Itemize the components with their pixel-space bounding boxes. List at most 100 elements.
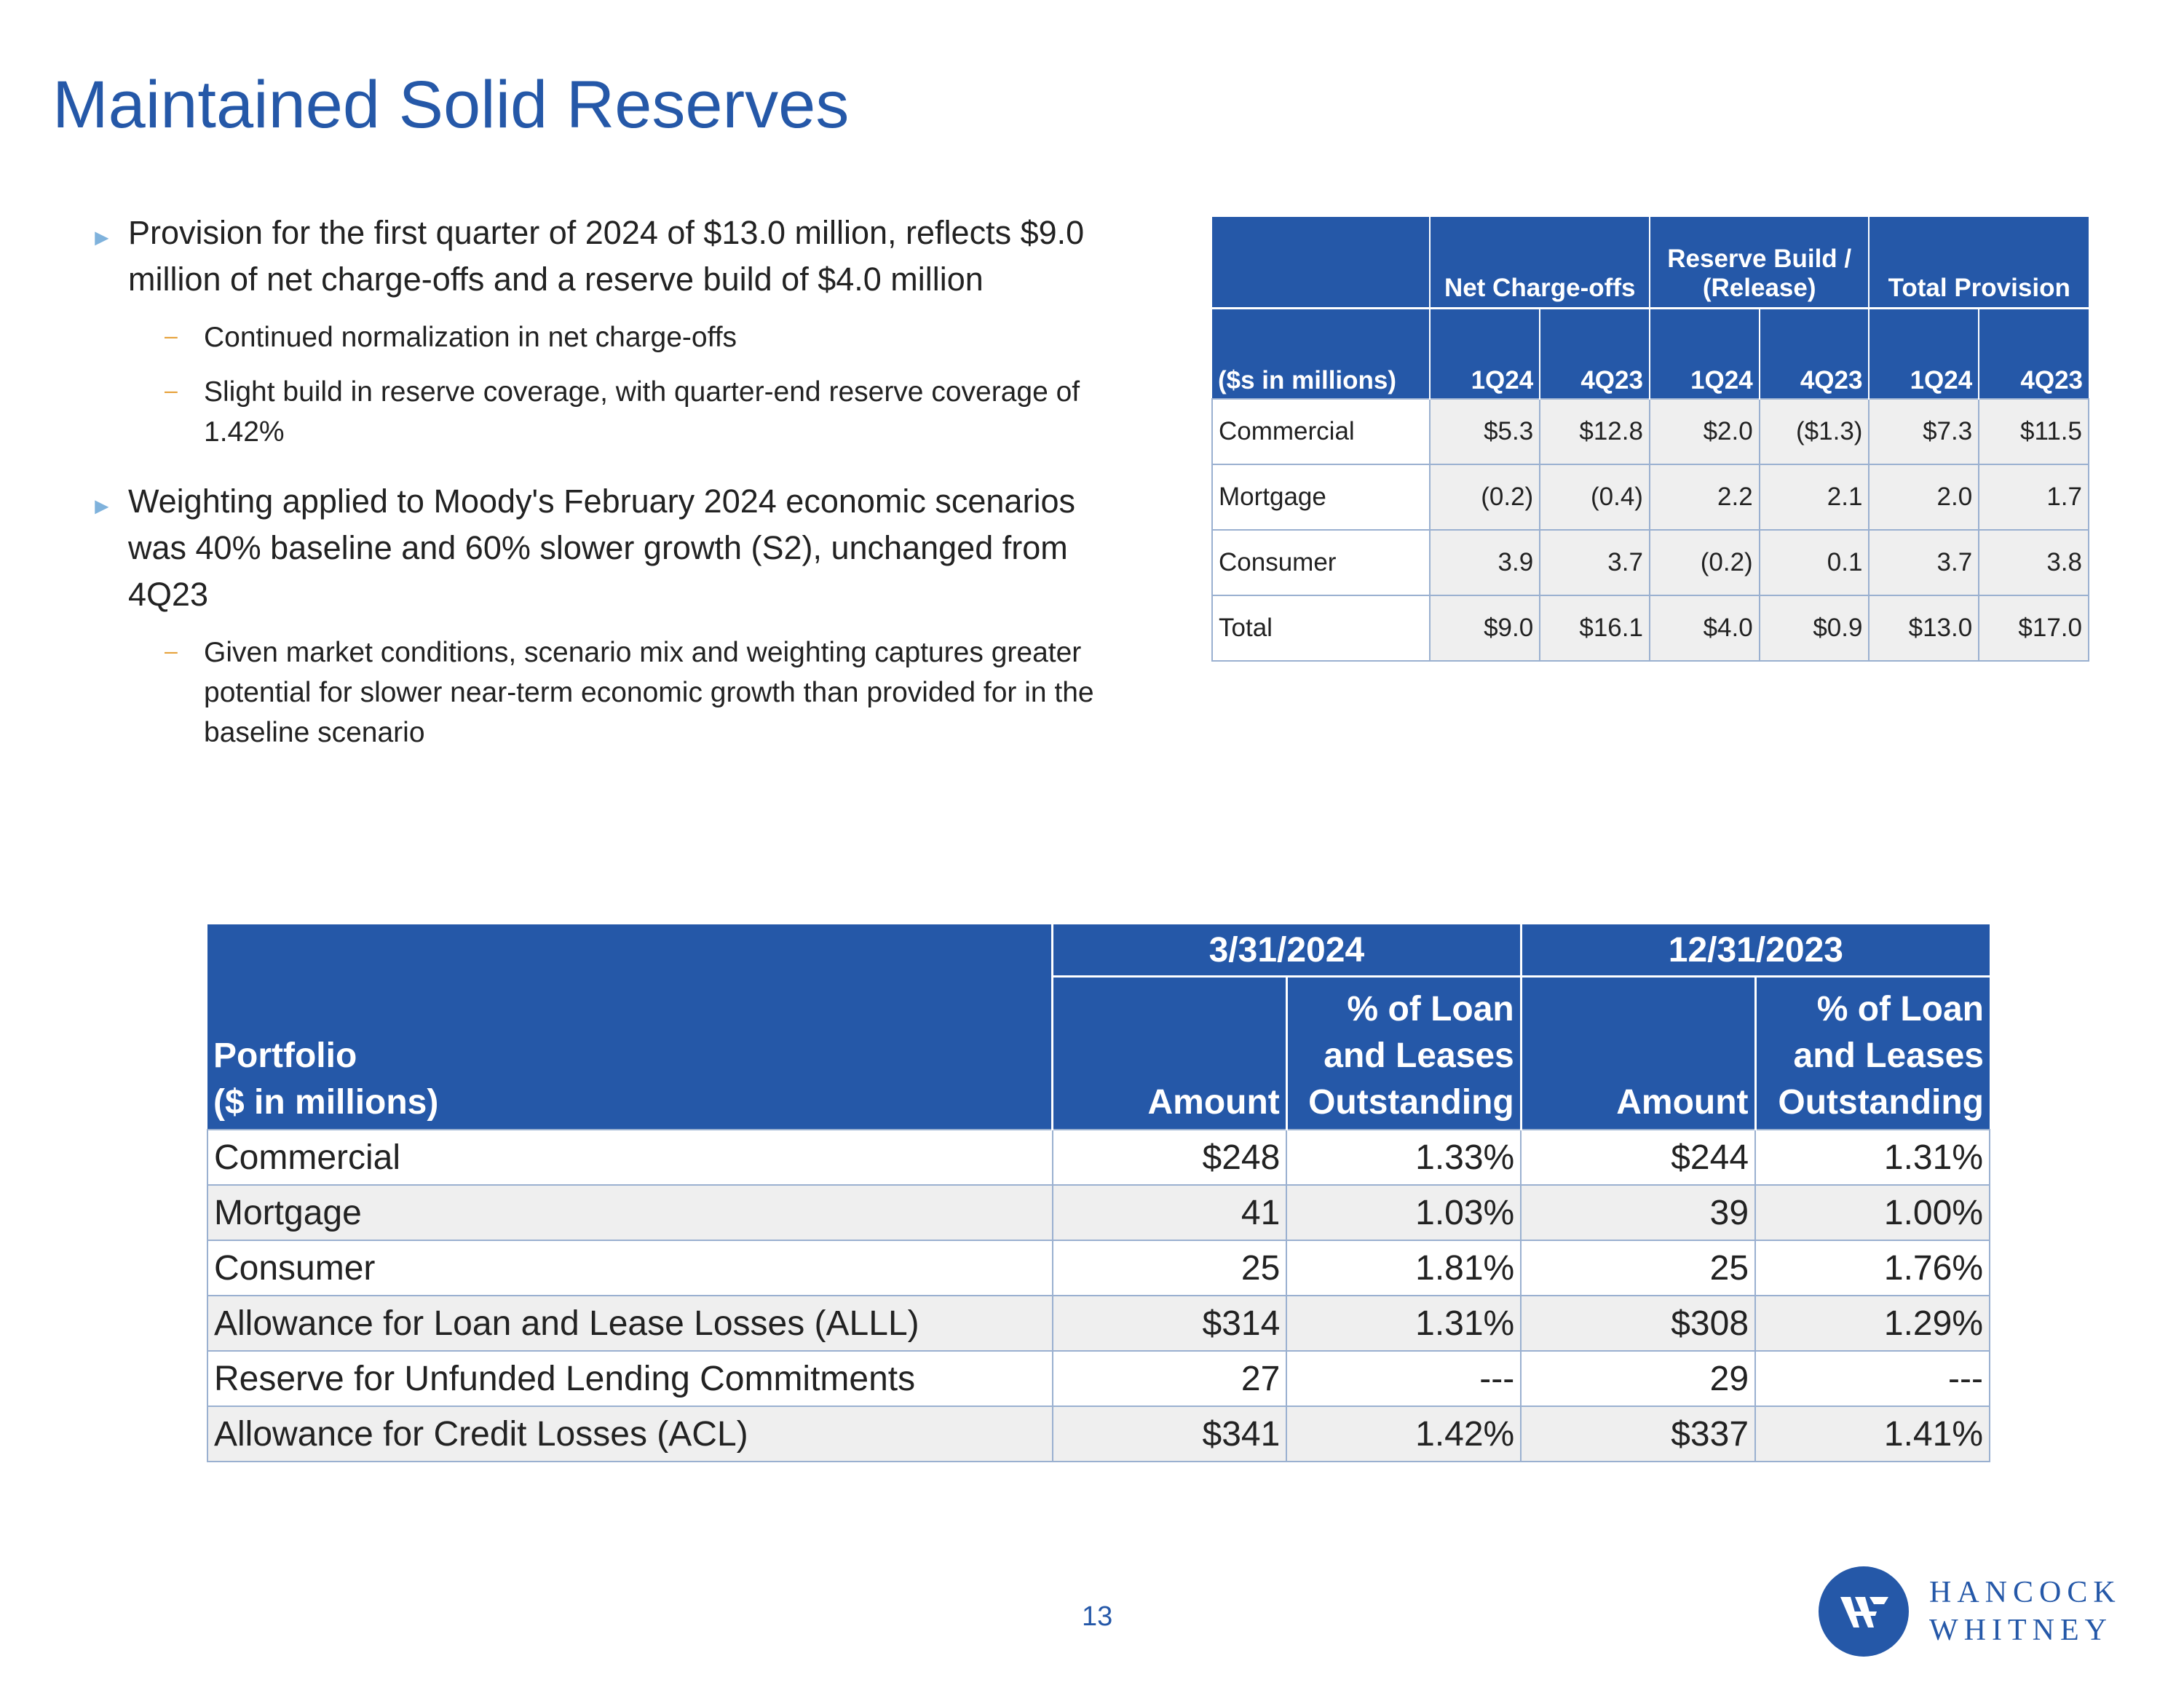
- table-cell: 3.9: [1429, 529, 1541, 596]
- table-cell: 2.0: [1868, 464, 1980, 531]
- period-header: 1Q24: [1429, 308, 1540, 399]
- table-cell: 39: [1520, 1184, 1757, 1241]
- dash-bullet-icon: –: [165, 322, 178, 349]
- table-row: Mortgage (0.2) (0.4) 2.2 2.1 2.0 1.7: [1211, 464, 2089, 531]
- table-cell: 1.33%: [1286, 1129, 1522, 1186]
- row-label: Consumer: [207, 1240, 1053, 1296]
- table-cell: 1.31%: [1754, 1129, 1990, 1186]
- row-label: Mortgage: [1211, 464, 1431, 531]
- table-cell: ---: [1286, 1350, 1522, 1407]
- corner-label: Portfolio ($ in millions): [207, 924, 1053, 1130]
- table-cell: 25: [1051, 1240, 1288, 1296]
- table-row: Mortgage 41 1.03% 39 1.00%: [207, 1184, 1990, 1241]
- table-cell: $337: [1520, 1406, 1757, 1462]
- logo-mark-icon: [1819, 1566, 1909, 1657]
- table-cell: 1.41%: [1754, 1406, 1990, 1462]
- table-cell: $244: [1520, 1129, 1757, 1186]
- sub-bullet-text: Continued normalization in net charge-of…: [204, 322, 737, 353]
- table-cell: ($1.3): [1758, 398, 1870, 465]
- table-cell: 1.03%: [1286, 1184, 1522, 1241]
- column-header-amount: Amount: [1051, 976, 1287, 1130]
- table-cell: $11.5: [1978, 398, 2089, 465]
- sub-bullet-item: – Continued normalization in net charge-…: [90, 317, 1109, 357]
- date-header: 12/31/2023: [1519, 924, 1990, 978]
- bullet-item: ► Provision for the first quarter of 202…: [90, 210, 1109, 303]
- row-label: Reserve for Unfunded Lending Commitments: [207, 1350, 1053, 1407]
- row-label: Allowance for Loan and Lease Losses (ALL…: [207, 1295, 1053, 1352]
- row-label: Commercial: [207, 1129, 1053, 1186]
- period-header: 4Q23: [1539, 308, 1650, 399]
- table-cell: (0.4): [1539, 464, 1650, 531]
- table-cell: $17.0: [1978, 595, 2089, 662]
- row-label: Allowance for Credit Losses (ACL): [207, 1406, 1053, 1462]
- table-cell: 3.7: [1868, 529, 1980, 596]
- table-cell: 27: [1051, 1350, 1288, 1407]
- table-cell: 1.7: [1978, 464, 2089, 531]
- dash-bullet-icon: –: [165, 638, 178, 664]
- table-cell: (0.2): [1429, 464, 1541, 531]
- portfolio-table: Portfolio ($ in millions) 3/31/2024 12/3…: [207, 924, 1990, 1462]
- table-row: Allowance for Credit Losses (ACL) $341 1…: [207, 1406, 1990, 1462]
- table-cell: 1.00%: [1754, 1184, 1990, 1241]
- table-cell: 1.81%: [1286, 1240, 1522, 1296]
- column-header-pct: % of Loan and Leases Outstanding: [1754, 976, 1990, 1130]
- table-cell: $308: [1520, 1295, 1757, 1352]
- triangle-bullet-icon: ►: [90, 493, 114, 519]
- table-cell: 25: [1520, 1240, 1757, 1296]
- page-number: 13: [1082, 1601, 1113, 1632]
- table-cell: 1.29%: [1754, 1295, 1990, 1352]
- bullet-text: Weighting applied to Moody's February 20…: [128, 483, 1075, 613]
- column-header-amount: Amount: [1519, 976, 1756, 1130]
- table-cell: $7.3: [1868, 398, 1980, 465]
- corner-label: ($s in millions): [1212, 308, 1431, 399]
- table-cell: (0.2): [1648, 529, 1760, 596]
- table-cell: $2.0: [1648, 398, 1760, 465]
- table-cell: 29: [1520, 1350, 1757, 1407]
- period-header: 1Q24: [1868, 308, 1979, 399]
- table-cell: $5.3: [1429, 398, 1541, 465]
- group-header: Total Provision: [1868, 217, 2089, 309]
- table-cell: $341: [1051, 1406, 1288, 1462]
- row-label: Mortgage: [207, 1184, 1053, 1241]
- table-cell: 3.8: [1978, 529, 2089, 596]
- table-cell: $314: [1051, 1295, 1288, 1352]
- group-header: Net Charge-offs: [1429, 217, 1650, 309]
- table-cell: $12.8: [1539, 398, 1650, 465]
- table-row: Consumer 3.9 3.7 (0.2) 0.1 3.7 3.8: [1211, 529, 2089, 596]
- row-label: Total: [1211, 595, 1431, 662]
- row-label: Commercial: [1211, 398, 1431, 465]
- provision-table: Net Charge-offs Reserve Build / (Release…: [1211, 217, 2089, 662]
- period-header: 1Q24: [1648, 308, 1760, 399]
- triangle-bullet-icon: ►: [90, 224, 114, 250]
- table-cell: ---: [1754, 1350, 1990, 1407]
- table-cell: 1.76%: [1754, 1240, 1990, 1296]
- page-title: Maintained Solid Reserves: [52, 68, 850, 142]
- row-label: Consumer: [1211, 529, 1431, 596]
- table-cell: $16.1: [1539, 595, 1650, 662]
- table-cell: 1.31%: [1286, 1295, 1522, 1352]
- table-row: Reserve for Unfunded Lending Commitments…: [207, 1350, 1990, 1407]
- table-cell: $248: [1051, 1129, 1288, 1186]
- column-header-pct: % of Loan and Leases Outstanding: [1285, 976, 1522, 1130]
- sub-bullet-text: Given market conditions, scenario mix an…: [204, 637, 1094, 748]
- bullet-list: ► Provision for the first quarter of 202…: [90, 210, 1109, 753]
- table-cell: 2.1: [1758, 464, 1870, 531]
- table-cell: 0.1: [1758, 529, 1870, 596]
- sub-bullet-item: – Given market conditions, scenario mix …: [90, 633, 1109, 753]
- bullet-text: Provision for the first quarter of 2024 …: [128, 214, 1085, 298]
- dash-bullet-icon: –: [165, 377, 178, 403]
- table-row: Commercial $5.3 $12.8 $2.0 ($1.3) $7.3 $…: [1211, 398, 2089, 465]
- table-row: Total $9.0 $16.1 $4.0 $0.9 $13.0 $17.0: [1211, 595, 2089, 662]
- table-cell: $9.0: [1429, 595, 1541, 662]
- table-cell: $0.9: [1758, 595, 1870, 662]
- table-cell: $4.0: [1648, 595, 1760, 662]
- table-cell: 1.42%: [1286, 1406, 1522, 1462]
- table-row: Consumer 25 1.81% 25 1.76%: [207, 1240, 1990, 1296]
- table-cell: $13.0: [1868, 595, 1980, 662]
- table-row: Allowance for Loan and Lease Losses (ALL…: [207, 1295, 1990, 1352]
- table-row: Commercial $248 1.33% $244 1.31%: [207, 1129, 1990, 1186]
- date-header: 3/31/2024: [1051, 924, 1522, 978]
- table-cell: 2.2: [1648, 464, 1760, 531]
- period-header: 4Q23: [1978, 308, 2089, 399]
- company-logo: HANCOCK WHITNEY: [1819, 1566, 2132, 1661]
